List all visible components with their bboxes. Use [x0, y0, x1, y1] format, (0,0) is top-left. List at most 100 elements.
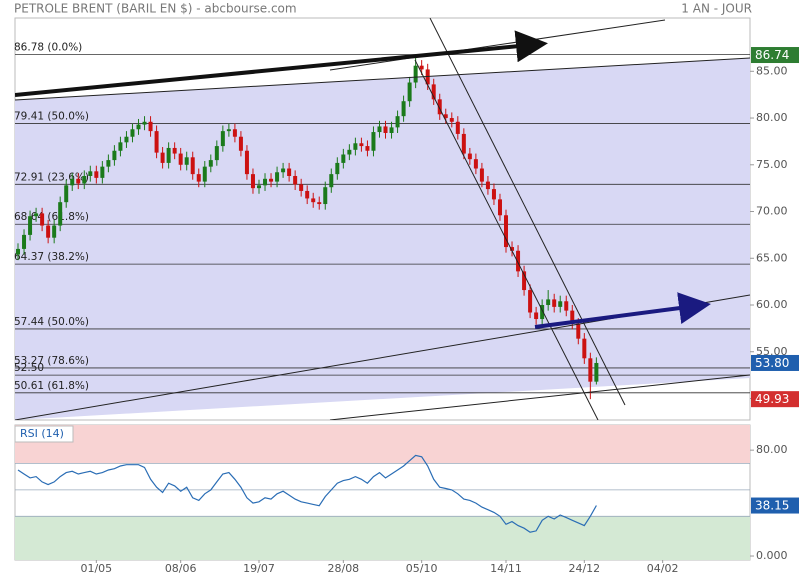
- candle-body: [184, 157, 189, 165]
- candle-body: [136, 124, 141, 130]
- x-tick-label: 08/06: [165, 562, 197, 575]
- candle-body: [70, 178, 75, 186]
- candle-body: [196, 174, 201, 182]
- candle-body: [449, 118, 454, 122]
- channel-shade: [15, 58, 750, 420]
- x-tick-label: 04/02: [647, 562, 679, 575]
- candle-body: [317, 202, 322, 205]
- trendline: [414, 59, 599, 420]
- candle-body: [34, 213, 39, 217]
- rsi-y-tick-label: 0.000: [756, 549, 788, 562]
- level-label: 50.61 (61.8%): [14, 380, 89, 392]
- rsi-line: [17, 454, 597, 533]
- candle-body: [82, 175, 87, 184]
- x-tick-label: 19/07: [243, 562, 275, 575]
- candle-body: [582, 338, 587, 359]
- candle-body: [522, 271, 527, 291]
- candle-body: [220, 131, 225, 147]
- candle-body: [190, 157, 195, 175]
- candle-body: [395, 116, 400, 128]
- candle-body: [148, 121, 153, 132]
- candle-body: [365, 146, 370, 151]
- level-label: 68.64 (61.8%): [14, 211, 89, 223]
- candle-body: [76, 178, 81, 184]
- candle-body: [528, 290, 533, 313]
- candle-body: [118, 142, 123, 151]
- candle-body: [166, 147, 171, 163]
- candle-body: [226, 129, 231, 132]
- candle-body: [269, 178, 274, 182]
- candle-body: [16, 248, 21, 255]
- candle-body: [359, 143, 364, 147]
- rsi-label: RSI (14): [20, 427, 64, 440]
- rsi-zone: [15, 516, 750, 560]
- candle-body: [347, 149, 352, 155]
- candle-body: [377, 126, 382, 133]
- candle-body: [335, 162, 340, 175]
- rsi-label-box: [14, 425, 74, 443]
- candle-body: [443, 114, 448, 119]
- candle-body: [491, 189, 496, 200]
- candle-body: [172, 147, 177, 154]
- candle-body: [546, 299, 551, 306]
- candle-body: [40, 213, 45, 226]
- candle-body: [94, 171, 99, 178]
- candle-body: [371, 132, 376, 151]
- candle-body: [202, 166, 207, 182]
- candle-body: [154, 131, 159, 153]
- rsi-y-tick-label: 80.00: [756, 443, 788, 456]
- x-tick-label: 05/10: [406, 562, 438, 575]
- candle-body: [256, 185, 261, 189]
- value-badge: [751, 391, 799, 408]
- y-tick-label: 75.00: [756, 158, 788, 171]
- y-tick-label: 70.00: [756, 205, 788, 218]
- value-badge-label: 49.93: [755, 392, 789, 406]
- candle-body: [329, 174, 334, 188]
- candle-body: [238, 136, 243, 151]
- candle-body: [401, 101, 406, 117]
- value-badge-label: 53.80: [755, 356, 789, 370]
- candle-body: [88, 171, 93, 176]
- candle-body: [142, 121, 147, 125]
- level-label: 53.27 (78.6%): [14, 355, 89, 367]
- candle-body: [588, 358, 593, 382]
- drawings: [15, 18, 750, 420]
- candle-body: [22, 234, 27, 249]
- candle-body: [389, 127, 394, 133]
- level-label: 72.91 (23.6%): [14, 171, 89, 183]
- candle-body: [353, 143, 358, 150]
- candle-body: [473, 159, 478, 169]
- y-tick-label: 60.00: [756, 298, 788, 311]
- candle-body: [275, 172, 280, 182]
- trendline: [329, 374, 750, 420]
- value-badge: [751, 497, 799, 514]
- candle-body: [516, 250, 521, 272]
- candle-body: [485, 181, 490, 190]
- candle-body: [534, 312, 539, 320]
- rsi-zone: [15, 425, 750, 464]
- value-badge-label: 38.15: [755, 499, 789, 513]
- period: 1 AN - JOUR: [681, 2, 752, 16]
- candle-body: [504, 215, 509, 248]
- value-badge-label: 86.74: [755, 48, 789, 62]
- candle-body: [160, 152, 165, 163]
- candle-body: [552, 299, 557, 307]
- candle-body: [437, 99, 442, 115]
- candle-body: [100, 166, 105, 178]
- level-label: 86.78 (0.0%): [14, 42, 82, 54]
- candle-body: [299, 184, 304, 191]
- candle-body: [461, 133, 466, 154]
- trendline: [429, 18, 626, 406]
- y-tick-label: 55.00: [756, 345, 788, 358]
- candle-body: [497, 199, 502, 216]
- candle-body: [293, 175, 298, 185]
- value-badge: [751, 47, 799, 64]
- candle-body: [383, 126, 388, 133]
- candle-body: [232, 129, 237, 137]
- candle-body: [28, 216, 33, 235]
- candle-body: [58, 202, 63, 226]
- x-tick-label: 28/08: [327, 562, 359, 575]
- candle-body: [510, 247, 515, 251]
- level-label: 57.44 (50.0%): [14, 316, 89, 328]
- trendline: [15, 57, 750, 101]
